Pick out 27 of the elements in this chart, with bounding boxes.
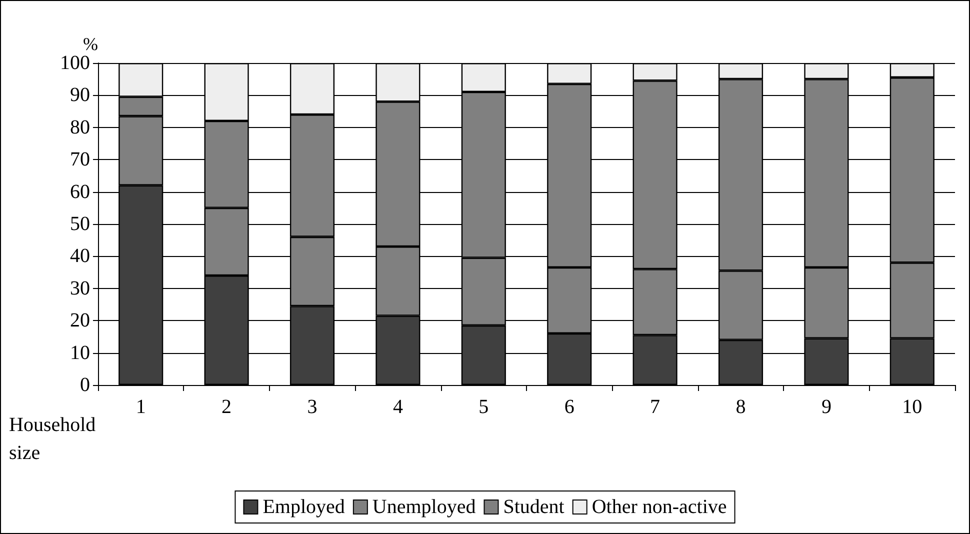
x-tick-label: 5 xyxy=(478,396,489,418)
y-tick-label: 90 xyxy=(70,84,90,106)
legend-label: Other non-active xyxy=(592,496,727,518)
x-tick-label: 2 xyxy=(222,396,232,418)
y-tick-label: 60 xyxy=(70,180,90,203)
x-tick-label: 10 xyxy=(902,396,922,418)
y-tick-label: 10 xyxy=(70,342,90,364)
x-tick-label: 4 xyxy=(392,396,403,418)
y-tick-label: 80 xyxy=(70,116,90,138)
legend-label: Student xyxy=(503,496,565,518)
legend-label: Unemployed xyxy=(372,496,476,518)
x-tick-label: 1 xyxy=(136,396,146,418)
y-tick-label: 40 xyxy=(70,245,90,268)
x-axis-title: Household size xyxy=(9,414,96,464)
y-tick-label: 30 xyxy=(70,277,90,300)
x-tick-label: 7 xyxy=(650,396,660,418)
x-tick-label: 9 xyxy=(821,396,832,418)
legend-label: Employed xyxy=(262,496,345,518)
x-tick-label: 8 xyxy=(736,396,746,418)
x-tick-label: 6 xyxy=(564,396,574,418)
y-tick-label: 50 xyxy=(70,213,90,235)
y-axis-title: % xyxy=(83,34,98,54)
x-tick-label: 3 xyxy=(307,396,318,418)
y-tick-label: 100 xyxy=(60,52,90,74)
y-tick-label: 20 xyxy=(70,310,90,332)
y-tick-label: 70 xyxy=(70,148,90,171)
y-tick-label: 0 xyxy=(80,374,90,396)
